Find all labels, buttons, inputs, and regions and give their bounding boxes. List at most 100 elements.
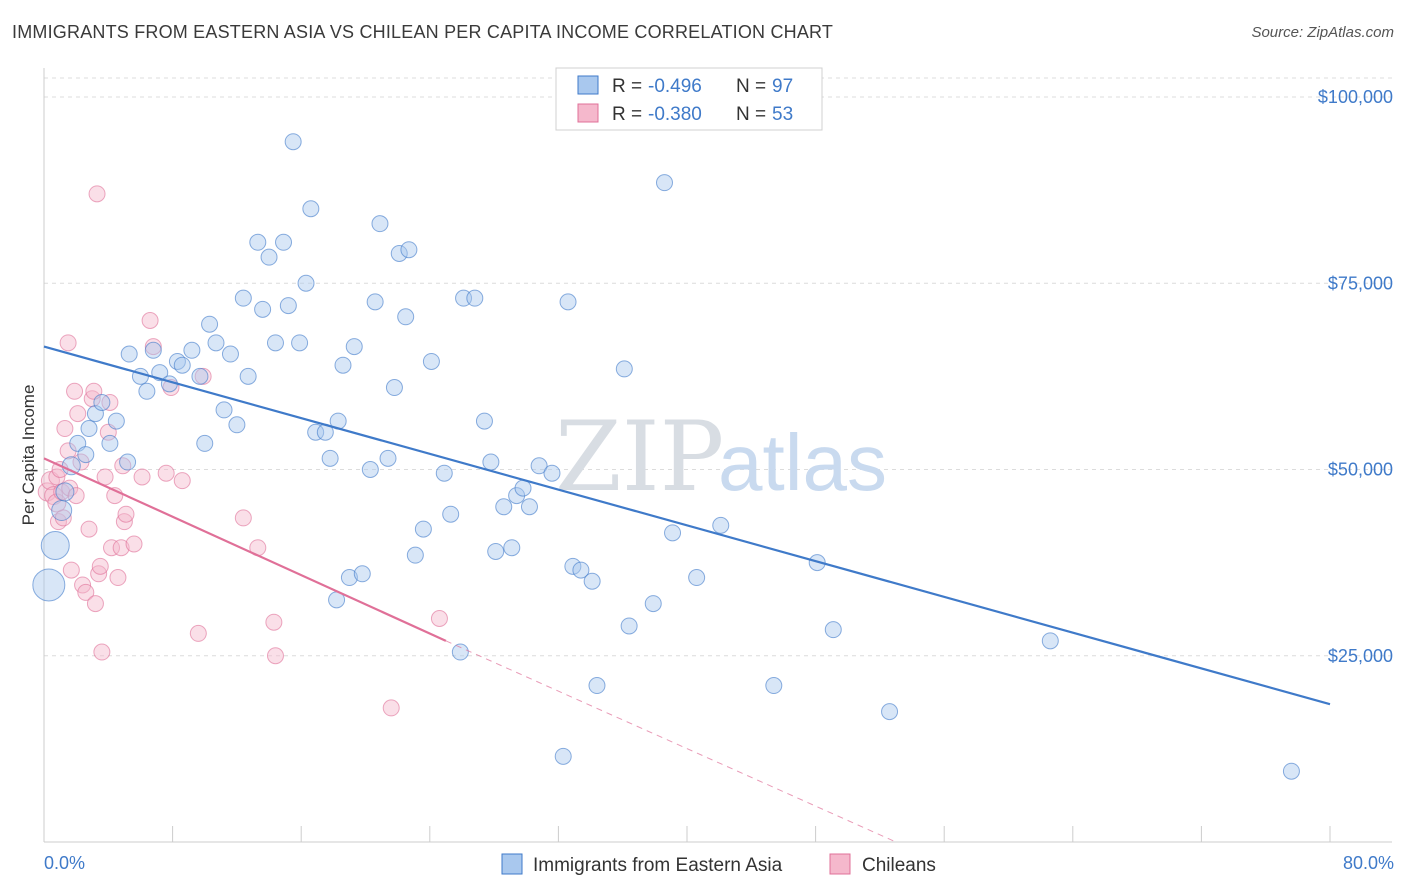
legend-n-label-blue: N =	[736, 76, 766, 97]
legend-box	[555, 67, 823, 131]
eastern-asia-point	[249, 233, 267, 251]
chart-title: IMMIGRANTS FROM EASTERN ASIA VS CHILEAN …	[12, 22, 834, 42]
eastern-asia-point	[279, 297, 297, 315]
source-label: Source: ZipAtlas.com	[1251, 24, 1394, 41]
eastern-asia-point	[291, 334, 309, 352]
eastern-asia-point	[61, 456, 81, 476]
y-axis-label: Per Capita Income	[19, 385, 38, 526]
eastern-asia-point	[138, 382, 156, 400]
eastern-asia-point	[196, 434, 214, 452]
eastern-asia-point	[530, 457, 548, 475]
chileans-point	[117, 505, 135, 523]
eastern-asia-point	[32, 568, 66, 602]
legend-n-value-pink: 53	[772, 104, 793, 125]
eastern-asia-point	[93, 393, 111, 411]
eastern-asia-point	[765, 677, 783, 695]
eastern-asia-point	[334, 356, 352, 374]
y-tick-label: $25,000	[1328, 646, 1393, 666]
chileans-point	[62, 561, 80, 579]
eastern-asia-point	[297, 274, 315, 292]
eastern-asia-point	[442, 505, 460, 523]
bottom-legend-swatch-pink	[829, 853, 851, 875]
eastern-asia-point	[712, 516, 730, 534]
eastern-asia-point	[275, 233, 293, 251]
eastern-asia-point	[254, 300, 272, 318]
chileans-point	[133, 468, 151, 486]
eastern-asia-point	[572, 561, 590, 579]
eastern-asia-point	[397, 308, 415, 326]
eastern-asia-point	[353, 565, 371, 583]
eastern-asia-point	[183, 341, 201, 359]
eastern-asia-point	[144, 341, 162, 359]
chileans-point	[157, 464, 175, 482]
eastern-asia-point	[55, 482, 75, 502]
eastern-asia-point	[824, 621, 842, 639]
chileans-point	[173, 472, 191, 490]
chileans-point	[66, 382, 84, 400]
y-tick-label: $50,000	[1328, 460, 1393, 480]
eastern-asia-point	[120, 345, 138, 363]
chileans-point	[112, 539, 130, 557]
bottom-legend-swatch-blue	[501, 853, 523, 875]
legend-r-label-blue: R =	[612, 76, 642, 97]
eastern-asia-point	[664, 524, 682, 542]
legend-r-value-blue: -0.496	[648, 76, 702, 97]
eastern-asia-point	[495, 498, 513, 516]
eastern-asia-point	[201, 315, 219, 333]
chileans-point	[93, 643, 111, 661]
y-tick-label: $75,000	[1328, 273, 1393, 293]
eastern-asia-point	[487, 542, 505, 560]
eastern-asia-point	[435, 464, 453, 482]
chileans-point	[67, 487, 85, 505]
eastern-asia-point	[239, 367, 257, 385]
eastern-asia-point	[385, 379, 403, 397]
trend-lines	[43, 345, 1331, 843]
eastern-asia-point	[543, 464, 561, 482]
x-tick-label-max: 80.0%	[1343, 853, 1394, 873]
legend-r-label-pink: R =	[612, 104, 642, 125]
eastern-asia-point	[583, 572, 601, 590]
eastern-asia-point	[414, 520, 432, 538]
eastern-asia-point	[345, 338, 363, 356]
chileans-point	[382, 699, 400, 717]
y-tick-label: $100,000	[1318, 87, 1393, 107]
eastern-asia-point	[400, 241, 418, 259]
chileans-trend-extension	[445, 640, 897, 843]
eastern-asia-point	[77, 446, 95, 464]
eastern-asia-point	[80, 420, 98, 438]
chileans-points	[37, 185, 448, 717]
eastern-asia-point	[228, 416, 246, 434]
eastern-asia-point	[559, 293, 577, 311]
eastern-asia-point	[221, 345, 239, 363]
top-legend: R = -0.496 N = 97 R = -0.380 N = 53	[555, 67, 823, 131]
eastern-asia-point	[51, 499, 73, 521]
x-tick-label-min: 0.0%	[44, 853, 85, 873]
chileans-point	[59, 334, 77, 352]
eastern-asia-point	[340, 569, 358, 587]
eastern-asia-point	[1282, 762, 1300, 780]
eastern-asia-trend-line	[43, 345, 1331, 706]
eastern-asia-point	[266, 334, 284, 352]
legend-n-label-pink: N =	[736, 104, 766, 125]
eastern-asia-point	[655, 174, 673, 192]
legend-r-value-pink: -0.380	[648, 104, 702, 125]
eastern-asia-point	[119, 453, 137, 471]
chileans-point	[144, 338, 162, 356]
eastern-asia-point	[520, 498, 538, 516]
chileans-point	[56, 420, 74, 438]
eastern-asia-point	[503, 539, 521, 557]
chileans-point	[189, 624, 207, 642]
eastern-asia-point	[475, 412, 493, 430]
eastern-asia-point	[390, 244, 408, 262]
chileans-point	[80, 520, 98, 538]
eastern-asia-point	[514, 479, 532, 497]
watermark-zip: ZIP	[555, 401, 724, 513]
eastern-asia-point	[688, 569, 706, 587]
eastern-asia-point	[554, 747, 572, 765]
eastern-asia-point	[307, 423, 325, 441]
eastern-asia-point	[107, 412, 125, 430]
chileans-point	[141, 312, 159, 329]
eastern-asia-point	[284, 133, 302, 151]
legend-swatch-blue	[577, 75, 599, 95]
